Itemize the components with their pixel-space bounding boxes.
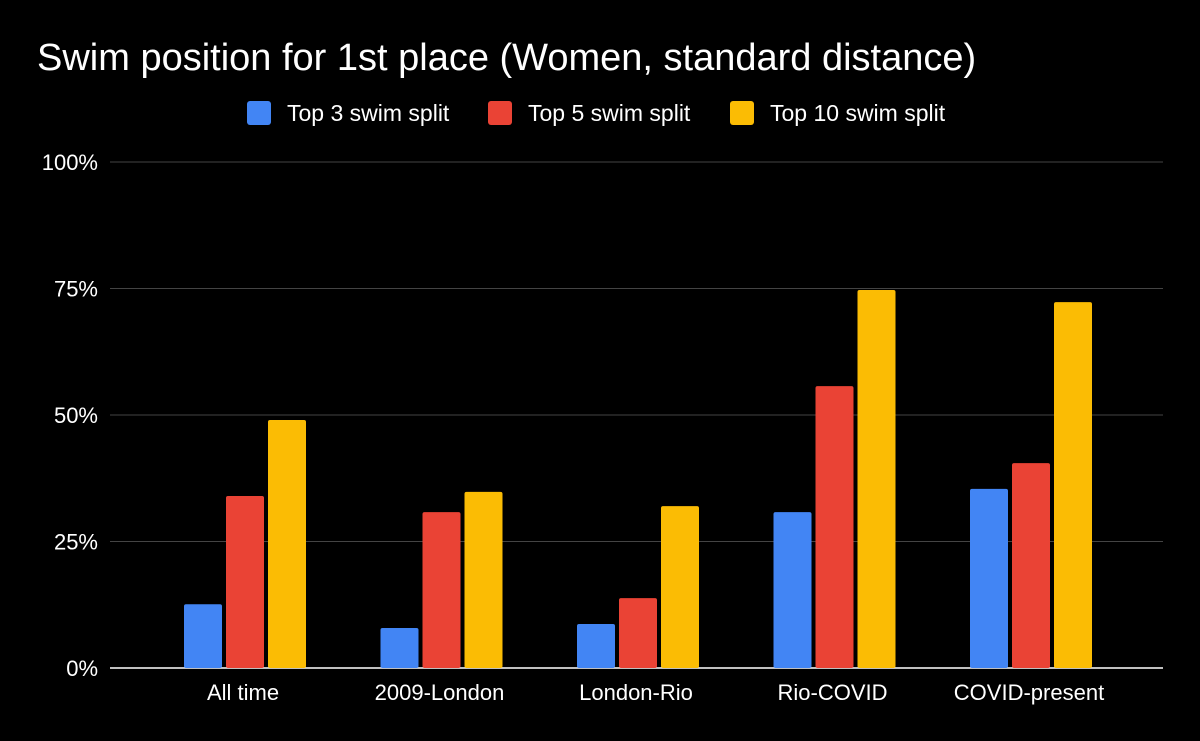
x-tick-label: COVID-present: [954, 680, 1104, 705]
bar: [422, 512, 461, 668]
y-tick-label: 25%: [54, 530, 98, 555]
x-tick-label: Rio-COVID: [777, 680, 887, 705]
x-tick-label: 2009-London: [375, 680, 505, 705]
bar: [619, 598, 657, 668]
legend-label: Top 10 swim split: [770, 100, 946, 126]
bar: [661, 506, 699, 668]
x-axis-ticks: All time 2009-London London-Rio Rio-COVID CO…: [207, 680, 1104, 705]
bar: [1012, 463, 1050, 668]
legend-swatch: [730, 101, 754, 125]
bar: [857, 290, 896, 668]
y-axis-ticks: 0% 25% 50% 75% 100%: [42, 150, 98, 681]
legend-swatch: [488, 101, 512, 125]
bar: [815, 386, 854, 668]
bar: [184, 604, 222, 668]
bar: [1054, 302, 1092, 668]
legend: Top 3 swim split Top 5 swim split Top 10 s…: [247, 100, 946, 126]
bar: [577, 623, 615, 668]
legend-label: Top 5 swim split: [528, 100, 691, 126]
bar: [773, 512, 812, 668]
legend-label: Top 3 swim split: [287, 100, 450, 126]
bars: [184, 290, 1092, 668]
y-tick-label: 100%: [42, 150, 98, 175]
bar: [268, 420, 306, 668]
x-tick-label: All time: [207, 680, 279, 705]
y-tick-label: 0%: [66, 656, 98, 681]
y-tick-label: 50%: [54, 403, 98, 428]
x-tick-label: London-Rio: [579, 680, 693, 705]
y-tick-label: 75%: [54, 277, 98, 302]
legend-swatch: [247, 101, 271, 125]
bar: [970, 488, 1008, 668]
bar: [464, 491, 503, 668]
bar: [226, 495, 264, 668]
bar: [380, 628, 419, 668]
chart-title: Swim position for 1st place (Women, stan…: [37, 37, 976, 79]
